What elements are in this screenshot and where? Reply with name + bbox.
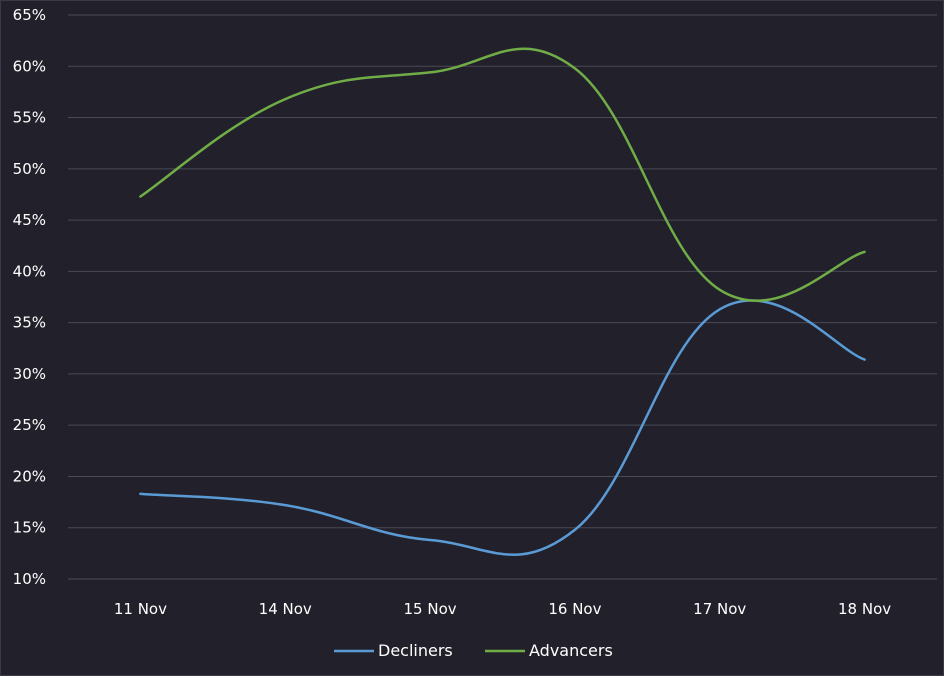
gridlines xyxy=(68,14,937,580)
y-tick-label: 50% xyxy=(13,160,46,178)
x-tick-label: 11 Nov xyxy=(114,600,167,618)
y-tick-label: 30% xyxy=(13,365,46,383)
x-axis-ticks: 11 Nov 14 Nov 15 Nov 16 Nov 17 Nov 18 Nov xyxy=(114,600,891,618)
x-tick-label: 15 Nov xyxy=(404,600,457,618)
legend-label: Advancers xyxy=(529,641,613,660)
series-line-advancers xyxy=(139,47,866,302)
y-tick-label: 55% xyxy=(13,109,46,127)
y-axis-ticks: 10% 15% 20% 25% 30% 35% 40% 45% 50% 55% 60% 65% xyxy=(13,6,46,588)
x-tick-label: 16 Nov xyxy=(548,600,601,618)
y-tick-label: 10% xyxy=(13,570,46,588)
x-tick-label: 17 Nov xyxy=(693,600,746,618)
series-lines xyxy=(139,47,866,556)
x-tick-label: 14 Nov xyxy=(259,600,312,618)
y-tick-label: 35% xyxy=(13,314,46,332)
y-tick-label: 65% xyxy=(13,6,46,24)
legend: Decliners Advancers xyxy=(334,641,613,660)
y-tick-label: 25% xyxy=(13,416,46,434)
y-tick-label: 20% xyxy=(13,467,46,485)
series-line-decliners xyxy=(139,299,866,556)
y-tick-label: 40% xyxy=(13,262,46,280)
y-tick-label: 45% xyxy=(13,211,46,229)
legend-label: Decliners xyxy=(378,641,453,660)
x-tick-label: 18 Nov xyxy=(838,600,891,618)
y-tick-label: 60% xyxy=(13,57,46,75)
y-tick-label: 15% xyxy=(13,519,46,537)
